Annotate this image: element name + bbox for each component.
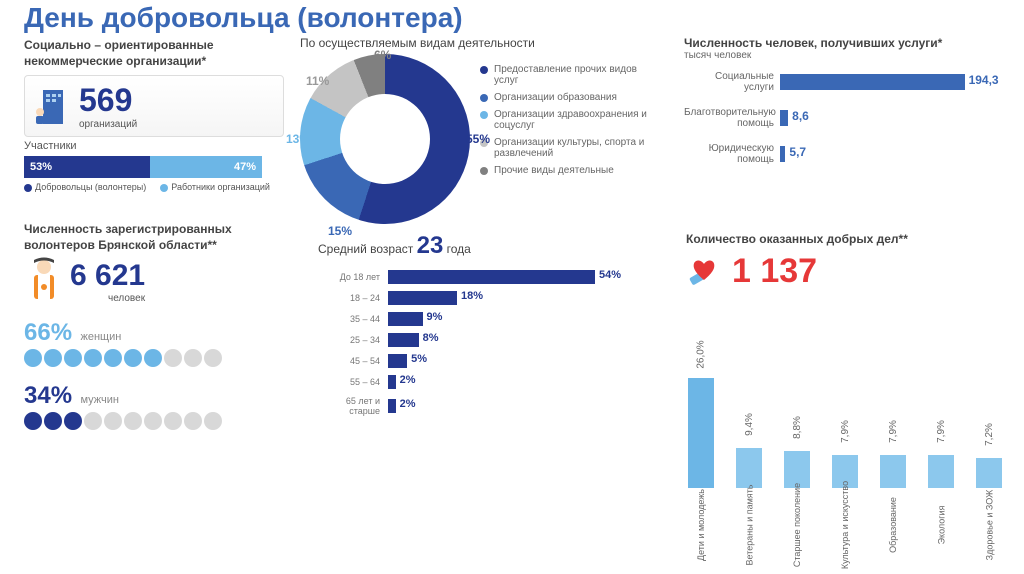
vbar-col: 7,9%Культура и искусство [824,426,866,530]
person-icon [24,257,64,305]
age-title-a: Средний возраст [318,242,413,256]
p2-seg-a: 53% [24,156,150,178]
services-row: Юридическую помощь5,7 [684,143,1004,165]
p2-leg-a: Добровольцы (волонтеры) [35,182,146,192]
p2-legend: Добровольцы (волонтеры) Работники органи… [24,182,274,192]
donut-legend-item: Организации образования [480,92,650,103]
panel-donut: По осуществляемым видам деятельности 55%… [300,36,670,234]
donut-lbl-55: 55% [466,132,490,146]
donut-lbl-13: 13% [286,132,310,146]
services-row: Благотворительную помощь8,6 [684,107,1004,129]
deeds-title: Количество оказанных добрых дел** [686,232,1006,246]
heart-icon [686,254,722,290]
p3-unit: человек [70,293,145,304]
panel-age: Средний возраст 23 года До 18 лет54% 18 –… [318,232,658,423]
services-title: Численность человек, получивших услуги* [684,36,1004,50]
men-pct: 34% [24,382,72,409]
p1-unit: организаций [79,119,137,130]
women-pct: 66% [24,319,72,346]
age-row: 18 – 2418% [318,291,658,305]
vbar-col: 9,4%Ветераны и память [728,419,770,530]
panel-social-orgs: Социально – ориентированные некоммерческ… [24,38,284,137]
panel-volunteers: Численность зарегистрированных волонтеро… [24,222,280,435]
vbar-col: 7,9%Экология [920,426,962,530]
panel-deeds: Количество оказанных добрых дел** 1 137 [686,232,1006,291]
donut-lbl-11: 11% [306,74,329,88]
page-title: День добровольца (волонтера) [24,2,463,34]
women-label: женщин [81,331,122,343]
services-subtitle: тысяч человек [684,50,1004,61]
age-title-b: 23 [417,232,444,259]
age-row: До 18 лет54% [318,270,658,284]
p1-box: 569 организаций [24,75,284,137]
age-row: 45 – 545% [318,354,658,368]
age-row: 65 лет и старше2% [318,396,658,416]
building-icon [35,86,69,126]
vbar-col: 8,8%Старшее поколение [776,422,818,530]
p2-bar: 53% 47% [24,156,262,178]
vbar-col: 26,0%Дети и молодежь [680,349,722,530]
p2-title: Участники [24,140,274,152]
donut-lbl-6: 6% [374,48,391,62]
age-row: 35 – 449% [318,312,658,326]
age-title-c: года [447,242,471,256]
age-row: 55 – 642% [318,375,658,389]
donut-legend-item: Организации культуры, спорта и развлечен… [480,137,650,159]
p1-value: 569 [79,82,137,119]
men-label: мужчин [81,394,120,406]
p3-value: 6 621 [70,259,145,293]
donut-title: По осуществляемым видам деятельности [300,36,670,50]
p3-header: Численность зарегистрированных волонтеро… [24,222,280,253]
p2-leg-b: Работники организаций [171,182,270,192]
donut-legend-item: Организации здравоохранения и соцуслуг [480,109,650,131]
vbar-col: 7,2%Здоровье и ЗОЖ [968,429,1010,530]
vbar-col: 7,9%Образование [872,426,914,530]
p2-seg-b: 47% [150,156,262,178]
panel-participants: Участники 53% 47% Добровольцы (волонтеры… [24,140,274,192]
panel-vbars: 26,0%Дети и молодежь9,4%Ветераны и памят… [680,330,1020,530]
donut-legend-item: Предоставление прочих видов услуг [480,64,650,86]
age-row: 25 – 348% [318,333,658,347]
donut-legend: Предоставление прочих видов услуг Организ… [480,64,650,182]
services-row: Социальные услуги194,3 [684,71,1004,93]
age-title: Средний возраст 23 года [318,232,658,260]
donut-legend-item: Прочие виды деятельные [480,165,650,176]
gender-men: 34% мужчин [24,382,280,435]
p1-header: Социально – ориентированные некоммерческ… [24,38,284,69]
deeds-value: 1 137 [732,252,817,291]
gender-women: 66% женщин [24,319,280,372]
panel-services: Численность человек, получивших услуги* … [684,36,1004,179]
